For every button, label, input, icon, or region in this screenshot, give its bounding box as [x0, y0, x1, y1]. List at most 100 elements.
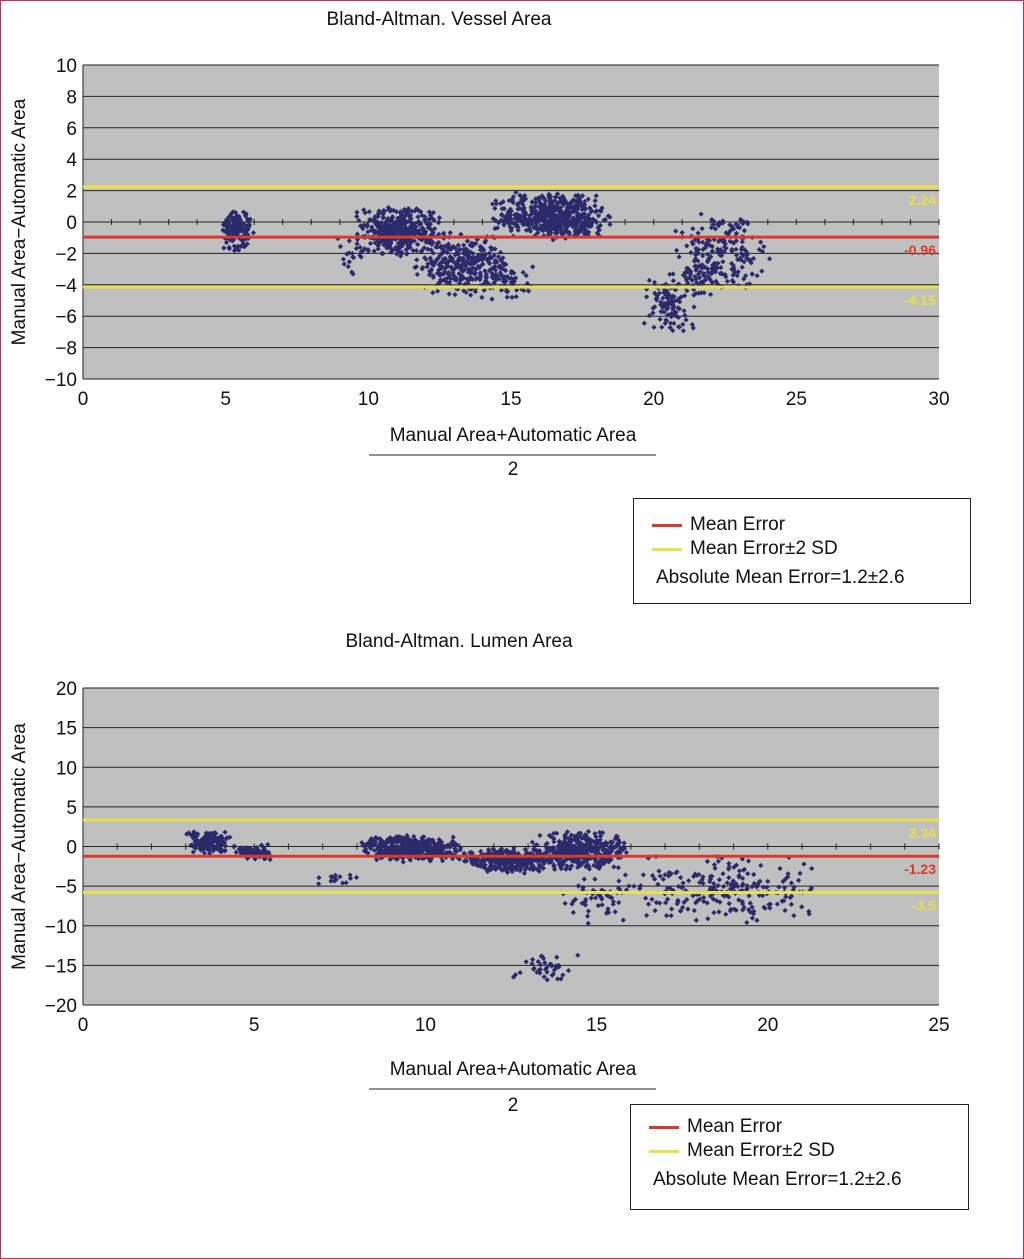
data-point	[638, 883, 644, 889]
data-point	[436, 840, 442, 846]
data-point	[425, 261, 431, 267]
data-point	[512, 859, 518, 865]
legend-label: Mean Error±2 SD	[687, 1140, 835, 1161]
data-point	[549, 972, 555, 978]
data-point	[680, 321, 686, 327]
data-point	[553, 213, 559, 219]
data-point	[393, 209, 399, 215]
data-point	[215, 843, 221, 849]
data-point	[453, 277, 459, 283]
data-point	[759, 268, 765, 274]
data-point	[515, 850, 521, 857]
data-point	[543, 226, 549, 232]
data-point	[500, 255, 506, 261]
data-point	[670, 278, 676, 284]
data-point	[709, 886, 715, 893]
data-point	[562, 832, 568, 838]
data-point	[674, 247, 680, 253]
data-point	[607, 214, 613, 220]
data-point	[553, 204, 559, 210]
data-point	[544, 977, 550, 983]
data-point	[704, 858, 711, 865]
data-point	[440, 230, 447, 236]
data-point	[416, 208, 422, 214]
data-point	[652, 908, 658, 914]
data-point	[429, 215, 435, 221]
y-tick-label: 20	[56, 679, 77, 700]
data-point	[585, 840, 591, 846]
data-point	[616, 878, 622, 884]
data-point	[746, 893, 752, 899]
data-point	[478, 852, 484, 858]
data-point	[408, 239, 414, 245]
data-point	[515, 224, 521, 230]
data-point	[592, 876, 598, 882]
data-point	[506, 275, 512, 281]
data-point	[599, 896, 605, 902]
data-point	[491, 252, 497, 259]
data-point	[401, 206, 407, 213]
data-point	[657, 873, 663, 879]
data-point	[596, 863, 602, 869]
data-point	[696, 282, 702, 289]
data-point	[387, 207, 393, 214]
data-point	[470, 250, 476, 257]
data-point	[791, 913, 797, 919]
data-point	[582, 198, 588, 205]
yellow-line-swatch-icon	[652, 547, 682, 551]
data-point	[660, 876, 666, 882]
legend-lumen: Mean Error Mean Error±2 SD Absolute Mean…	[630, 1104, 969, 1210]
data-point	[551, 864, 557, 870]
data-point	[508, 270, 515, 276]
data-point	[452, 291, 458, 298]
data-point	[346, 259, 352, 265]
data-point	[744, 282, 750, 288]
data-point	[543, 857, 549, 863]
data-point	[208, 844, 214, 850]
data-point	[741, 904, 747, 911]
data-point	[729, 277, 735, 284]
data-point	[368, 835, 375, 842]
data-point	[690, 226, 696, 232]
data-point	[674, 901, 680, 907]
data-point	[504, 218, 510, 224]
data-point	[588, 845, 595, 851]
data-point	[403, 219, 410, 226]
data-point	[554, 830, 560, 836]
data-point	[455, 251, 461, 257]
data-point	[574, 220, 580, 226]
data-point	[333, 876, 339, 883]
data-point	[588, 895, 594, 901]
data-point	[557, 220, 563, 226]
data-point	[705, 251, 711, 257]
data-point	[623, 849, 630, 856]
y-tick-label: −5	[55, 877, 77, 898]
data-point	[347, 875, 354, 881]
data-point	[664, 885, 671, 891]
data-point	[459, 258, 465, 264]
legend-item-sd: Mean Error±2 SD	[634, 537, 970, 561]
data-point	[258, 850, 265, 856]
data-point	[537, 858, 543, 864]
y-tick-label: 5	[66, 798, 77, 819]
data-point	[585, 828, 592, 835]
data-point	[539, 194, 545, 200]
data-point	[690, 893, 696, 899]
data-point	[600, 830, 606, 836]
data-point	[582, 898, 588, 905]
data-point	[727, 238, 733, 244]
data-point	[394, 225, 400, 231]
data-point	[413, 206, 420, 212]
data-point	[671, 293, 677, 300]
data-point	[542, 208, 549, 214]
data-point	[575, 203, 581, 209]
data-point	[514, 287, 520, 293]
data-point	[436, 267, 442, 273]
data-point	[446, 243, 452, 249]
data-point	[564, 829, 571, 835]
data-point	[654, 293, 660, 299]
data-point	[680, 272, 686, 278]
data-point	[777, 865, 783, 872]
data-point	[711, 862, 717, 868]
data-point	[684, 288, 690, 294]
